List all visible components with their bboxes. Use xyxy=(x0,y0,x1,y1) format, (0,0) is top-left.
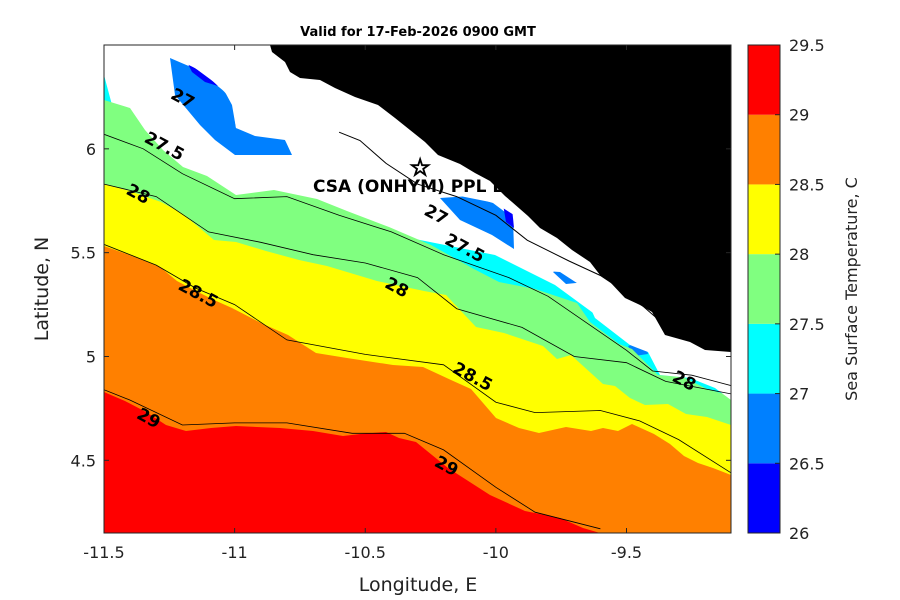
x-tick-label: -10.5 xyxy=(345,543,386,562)
colorbar-segment xyxy=(748,463,780,533)
colorbar-frame xyxy=(747,44,781,534)
colorbar-ticks: 26 26.5 27 27.5 28 28.5 29 29.5 xyxy=(775,36,825,543)
band-26-26.5-patch-a xyxy=(188,64,218,86)
x-axis: -11.5 -11 -10.5 -10 -9.5 xyxy=(83,45,642,562)
colorbar-segment xyxy=(748,393,780,464)
colorbar-tick-label: 29 xyxy=(789,106,809,125)
y-tick-label: 5.5 xyxy=(71,244,96,263)
colorbar-tick-label: 28.5 xyxy=(789,175,825,194)
contour-line-28.5 xyxy=(104,244,731,474)
colorbar-tick-label: 26 xyxy=(789,524,809,543)
y-axis: 4.5 5 5.5 6 xyxy=(71,140,731,470)
contour-line-27.5 xyxy=(104,133,731,386)
x-tick-label: -9.5 xyxy=(611,543,642,562)
colorbar-tick-label: 27 xyxy=(789,385,809,404)
platform-annotation: CSA (ONHYM) PPL ED. xyxy=(313,177,525,197)
x-axis-title: Longitude, E xyxy=(359,574,478,596)
colorbar-segment xyxy=(748,323,780,394)
colorbar-tick-label: 27.5 xyxy=(789,315,825,334)
colorbar-tick-label: 26.5 xyxy=(789,454,825,473)
x-tick-label: -10 xyxy=(483,543,509,562)
x-tick-label: -11 xyxy=(222,543,248,562)
colorbar-segment xyxy=(748,254,780,324)
contour-lines xyxy=(104,133,731,530)
x-tick-label: -11.5 xyxy=(83,543,124,562)
y-axis-title: Latitude, N xyxy=(31,237,53,342)
colorbar xyxy=(748,45,780,533)
colorbar-tick-label: 28 xyxy=(789,245,809,264)
chart-title: Valid for 17-Feb-2026 0900 GMT xyxy=(300,25,536,40)
colorbar-segment xyxy=(748,45,780,115)
colorbar-segment xyxy=(748,184,780,255)
contour-line-28 xyxy=(104,183,731,395)
colorbar-tick-label: 29.5 xyxy=(789,36,825,55)
coastal-gap xyxy=(132,45,731,400)
plot-frame xyxy=(103,44,732,534)
land-mass xyxy=(270,45,731,352)
colorbar-title: Sea Surface Temperature, C xyxy=(842,177,861,401)
platform-marker-star: ☆ xyxy=(409,154,431,182)
band-26.5-27-patch-b xyxy=(440,196,514,249)
colorbar-segment xyxy=(748,114,780,185)
band-29-29.5 xyxy=(104,392,600,533)
band-26.5-27-patch-a xyxy=(170,58,292,155)
y-tick-label: 4.5 xyxy=(71,451,96,470)
y-tick-label: 5 xyxy=(86,347,96,366)
y-tick-label: 6 xyxy=(86,140,96,159)
coastline xyxy=(338,131,731,349)
contour-line-29 xyxy=(104,389,601,530)
